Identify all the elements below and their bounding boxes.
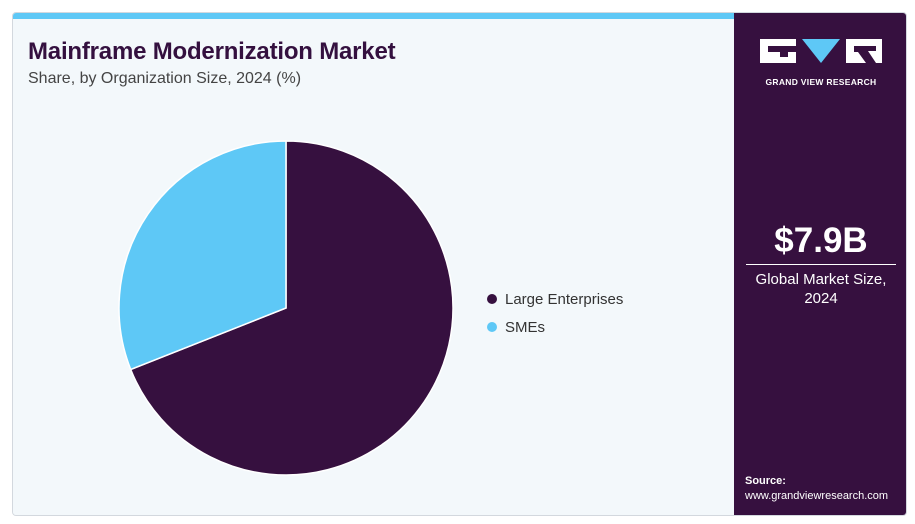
market-size-caption-line1: Global Market Size, — [755, 271, 887, 288]
source-label: Source: — [745, 475, 786, 487]
legend-swatch-smes — [487, 322, 497, 332]
pie-slices — [118, 140, 454, 476]
legend-swatch-large-enterprises — [487, 294, 497, 304]
pie-chart — [118, 140, 454, 476]
logo-mark-icon — [760, 39, 882, 63]
legend-item-smes: SMEs — [487, 313, 623, 341]
brand-logo: GRAND VIEW RESEARCH — [758, 35, 884, 95]
chart-legend: Large Enterprises SMEs — [487, 285, 623, 341]
chart-subtitle: Share, by Organization Size, 2024 (%) — [28, 70, 302, 87]
chart-card: Mainframe Modernization Market Share, by… — [12, 12, 907, 516]
legend-label-smes: SMEs — [505, 318, 546, 336]
top-accent-strip — [13, 13, 734, 19]
market-size-value: $7.9B — [774, 221, 868, 260]
summary-sidebar: GRAND VIEW RESEARCH $7.9B Global Market … — [734, 13, 906, 515]
market-size-divider — [746, 264, 896, 265]
market-size-caption-line2: 2024 — [804, 290, 838, 307]
pie-slice-smes — [118, 140, 287, 371]
market-size-caption: Global Market Size, 2024 — [734, 270, 906, 308]
pie-slice-large-enterprises — [129, 140, 454, 476]
chart-panel: Mainframe Modernization Market Share, by… — [13, 19, 734, 515]
legend-label-large-enterprises: Large Enterprises — [505, 290, 624, 308]
chart-title: Mainframe Modernization Market — [28, 38, 396, 65]
logo-wordmark: GRAND VIEW RESEARCH — [765, 77, 877, 87]
source-link[interactable]: www.grandviewresearch.com — [745, 490, 889, 502]
legend-item-large-enterprises: Large Enterprises — [487, 285, 623, 313]
